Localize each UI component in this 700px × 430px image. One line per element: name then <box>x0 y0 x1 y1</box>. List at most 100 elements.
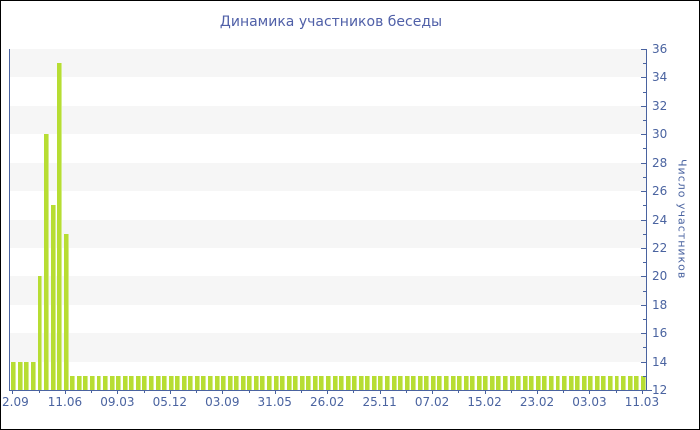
bar <box>214 375 220 390</box>
bar <box>503 375 508 390</box>
x-minor-tick <box>563 390 565 393</box>
bar <box>385 375 390 390</box>
y-tick-label: 14 <box>652 354 668 369</box>
y-tick-label: 32 <box>652 98 668 113</box>
bar <box>142 375 148 390</box>
y-tick <box>641 77 646 79</box>
x-tick <box>64 390 66 394</box>
y-tick-label: 12 <box>652 383 668 397</box>
bar <box>332 375 338 390</box>
bar <box>352 375 358 390</box>
bar <box>30 361 36 390</box>
chart-title: Динамика участников беседы <box>219 14 443 30</box>
bar <box>109 375 115 390</box>
x-tick-label: 15.02 <box>467 395 502 409</box>
bar <box>63 233 69 390</box>
bar <box>417 375 423 390</box>
x-tick <box>379 390 381 394</box>
bar <box>267 375 272 390</box>
y-tick-label: 34 <box>652 70 668 85</box>
bar <box>575 375 581 390</box>
bar <box>581 375 587 390</box>
bar <box>122 375 128 390</box>
x-tick <box>222 390 224 394</box>
bar <box>345 375 351 390</box>
y-axis-line <box>646 49 647 391</box>
bar <box>509 375 515 390</box>
y-tick-label: 24 <box>652 212 668 227</box>
x-tick <box>169 390 171 394</box>
x-minor-tick <box>91 390 93 393</box>
y-tick <box>641 105 646 107</box>
x-tick-label: 03.09 <box>205 395 240 409</box>
bar <box>437 375 443 390</box>
bar <box>188 375 194 390</box>
grid-band <box>10 77 646 106</box>
bar <box>201 375 207 390</box>
bar <box>44 134 50 390</box>
bar <box>430 375 436 390</box>
bar <box>489 375 495 390</box>
bar <box>240 375 246 390</box>
bar <box>208 375 213 390</box>
y-tick <box>641 191 646 193</box>
x-tick-label: 2.09 <box>2 395 29 409</box>
y-tick <box>641 134 646 136</box>
bar <box>76 375 82 390</box>
bar <box>391 375 397 390</box>
bar <box>614 375 620 390</box>
y-tick <box>643 375 646 377</box>
x-minor-tick <box>38 390 40 393</box>
x-minor-tick <box>615 390 617 393</box>
bar <box>483 375 489 390</box>
bar <box>194 375 200 390</box>
y-tick <box>643 176 646 178</box>
bar <box>457 375 463 390</box>
y-axis-title: Число участников <box>675 159 689 280</box>
bar <box>11 361 17 390</box>
x-tick-label: 11.03 <box>624 395 660 409</box>
y-tick <box>641 276 646 278</box>
bar <box>293 375 299 390</box>
y-tick <box>643 205 646 207</box>
bar <box>162 375 168 390</box>
bar <box>227 375 233 390</box>
bar <box>234 375 240 390</box>
bar <box>640 375 646 390</box>
y-tick-label: 30 <box>652 127 668 142</box>
bar <box>103 375 109 390</box>
bar <box>542 375 548 390</box>
y-tick <box>641 361 646 363</box>
x-tick <box>12 390 14 394</box>
bar <box>260 375 266 390</box>
bar <box>155 375 161 390</box>
grid-band <box>10 304 646 334</box>
grid-band <box>10 333 646 362</box>
bar <box>404 375 410 390</box>
y-tick <box>643 262 646 264</box>
bar <box>326 375 331 390</box>
bar <box>24 361 30 390</box>
bar <box>83 375 89 390</box>
bar <box>470 375 476 390</box>
bar <box>96 375 102 390</box>
bar <box>89 375 95 390</box>
x-minor-tick <box>353 390 355 393</box>
bar <box>168 375 174 390</box>
y-tick <box>643 63 646 65</box>
x-minor-tick <box>458 390 460 393</box>
y-tick-label: 16 <box>652 326 668 341</box>
bar <box>588 375 594 390</box>
bar <box>17 361 23 390</box>
bar <box>594 375 600 390</box>
y-tick-label: 26 <box>652 184 668 199</box>
bar <box>516 375 522 390</box>
x-minor-tick <box>300 390 302 393</box>
bar <box>365 375 371 390</box>
bar <box>135 375 141 390</box>
bar <box>424 375 430 390</box>
x-tick-label: 26.02 <box>310 395 345 409</box>
y-tick <box>643 120 646 122</box>
bar <box>634 375 640 390</box>
bar <box>175 375 181 390</box>
